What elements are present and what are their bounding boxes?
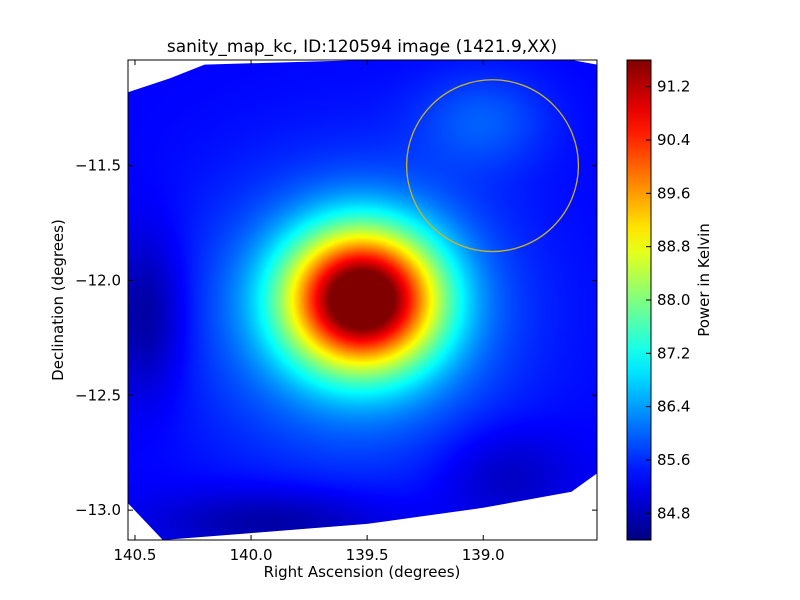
heatmap-image — [128, 60, 597, 540]
y-axis-ticks: −11.5 −12.0 −12.5 −13.0 — [75, 157, 597, 519]
colorbar-tick-label: 85.6 — [657, 451, 690, 469]
x-axis-ticks: 140.5 140.0 139.5 139.0 — [113, 60, 505, 564]
colorbar-ticks: 91.2 90.4 89.6 88.8 88.0 87.2 86.4 85.6 84.8 — [646, 78, 690, 522]
y-tick-label: −12.5 — [75, 386, 121, 404]
chart-title: sanity_map_kc, ID:120594 image (1421.9,X… — [167, 37, 557, 57]
x-tick-label: 139.0 — [462, 546, 505, 564]
colorbar-tick-label: 91.2 — [657, 78, 690, 96]
x-axis-label: Right Ascension (degrees) — [264, 563, 461, 581]
colorbar: 91.2 90.4 89.6 88.8 88.0 87.2 86.4 85.6 84.8 Pow… — [626, 59, 713, 541]
axes-frame — [127, 59, 598, 541]
y-axis-label: Declination (degrees) — [49, 219, 67, 381]
colorbar-tick-label: 90.4 — [657, 131, 690, 149]
colorbar-tick-label: 87.2 — [657, 344, 690, 362]
colorbar-tick-label: 84.8 — [657, 504, 690, 522]
x-tick-label: 139.5 — [346, 546, 389, 564]
plot-area — [128, 60, 597, 540]
y-tick-label: −12.0 — [75, 271, 121, 289]
colorbar-tick-label: 86.4 — [657, 398, 690, 416]
colorbar-tick-label: 88.0 — [657, 291, 690, 309]
aperture-circle — [405, 79, 580, 253]
x-tick-label: 140.0 — [230, 546, 273, 564]
colorbar-label: Power in Kelvin — [695, 223, 713, 337]
colorbar-tick-label: 88.8 — [657, 238, 690, 256]
y-tick-label: −11.5 — [75, 157, 121, 175]
x-tick-label: 140.5 — [113, 546, 156, 564]
colorbar-tick-label: 89.6 — [657, 184, 690, 202]
y-tick-label: −13.0 — [75, 501, 121, 519]
